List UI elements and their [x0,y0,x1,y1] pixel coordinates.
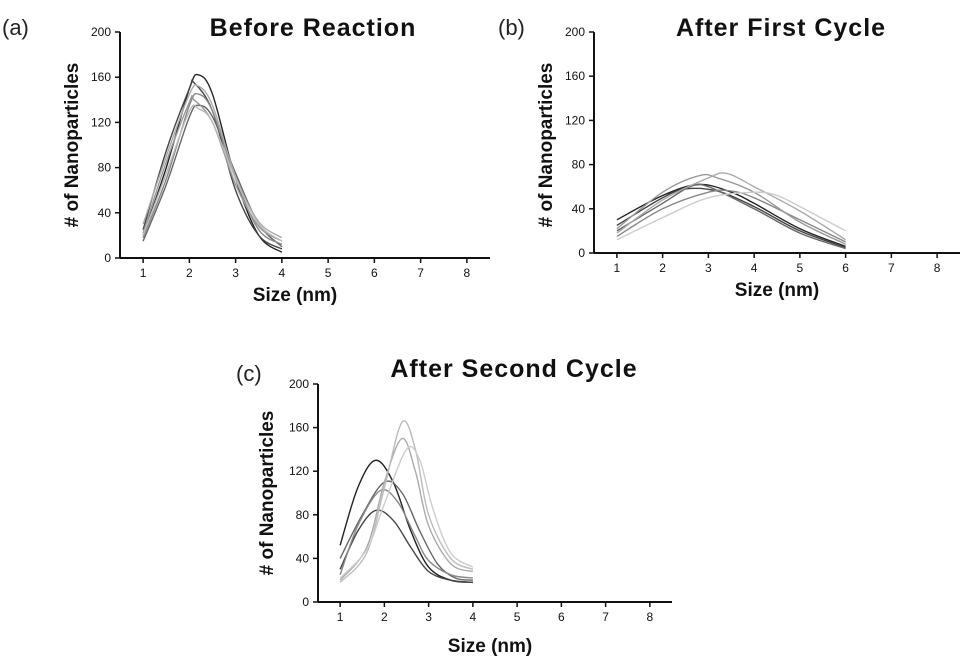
panel-b-plot: 0 40 80 120 160 200 1 2 3 4 5 6 7 8 [565,25,960,275]
panel-a-x-tick-label: 5 [325,266,332,280]
panel-c-y-tick-label: 40 [296,551,310,565]
panel-a-series-line-6 [142,84,283,239]
panel-a-x-tick-label: 4 [279,266,286,280]
panel-a-letter: (a) [2,15,29,40]
panel-c-title: After Second Cycle [390,355,637,383]
panel-b-x-tick-label: 3 [705,261,712,275]
panel-b-x-tick-label: 2 [659,261,666,275]
panel-a-plot: 0 40 80 120 160 200 1 2 3 4 5 6 7 8 [91,25,490,280]
panel-c-y-tick-label: 160 [289,421,309,435]
panel-c-plot: 0 40 80 120 160 200 1 2 3 4 5 6 7 8 [289,377,672,624]
panel-a-title: Before Reaction [210,14,417,42]
panel-b-series-line-7 [616,191,846,241]
panel-b-x-tick-label: 5 [797,261,804,275]
panel-b-series-line-5 [616,173,846,245]
panel-c-x-tick-label: 2 [381,610,388,624]
panel-b-series-line-1 [616,183,846,248]
panel-b-x-tick-label: 1 [614,261,621,275]
panel-b: (b) After First Cycle # of Nanoparticles… [498,14,960,301]
panel-a-series-line-7 [142,104,283,242]
panel-a-y-tick-label: 0 [104,251,111,265]
panel-b-y-tick-label: 200 [565,25,585,39]
panel-a-y-tick-label: 40 [98,206,112,220]
panel-a-x-tick-label: 2 [186,266,193,280]
panel-b-y-tick-label: 0 [578,246,585,260]
panel-c-y-tick-label: 80 [296,508,310,522]
panel-a-y-tick-label: 200 [91,25,111,39]
panel-c-series-line-6 [339,420,474,583]
panel-b-series-line-4 [616,189,846,243]
panel-c: (c) After Second Cycle # of Nanoparticle… [236,355,672,657]
panel-b-y-tick-label: 40 [572,202,586,216]
panel-c-x-tick-label: 6 [558,610,565,624]
panel-b-x-tick-label: 7 [888,261,895,275]
panel-b-series-line-6 [616,172,846,241]
panel-b-x-tick-label: 8 [934,261,941,275]
panel-a-y-tick-label: 80 [98,161,112,175]
panel-c-series-line-4 [339,489,473,579]
panel-c-x-tick-label: 8 [647,610,654,624]
panel-a-ylabel: # of Nanoparticles [62,63,83,228]
panel-a-series-line-5 [142,95,283,242]
panel-c-y-tick-label: 0 [302,595,309,609]
panel-c-series-line-5 [339,437,474,581]
panel-c-series-line-7 [339,445,474,579]
panel-c-ylabel: # of Nanoparticles [257,411,278,576]
panel-c-x-tick-label: 5 [514,610,521,624]
panel-c-y-tick-label: 200 [289,377,309,391]
panel-a: (a) Before Reaction # of Nanoparticles S… [2,14,490,306]
panel-b-x-tick-label: 6 [842,261,849,275]
panel-b-title: After First Cycle [676,14,886,42]
panel-a-x-tick-label: 3 [232,266,239,280]
panel-b-xlabel: Size (nm) [735,280,819,301]
panel-b-letter: (b) [498,15,525,40]
panel-c-xlabel: Size (nm) [448,636,532,657]
panel-a-x-tick-label: 1 [140,266,147,280]
panel-a-x-tick-label: 7 [417,266,424,280]
panel-b-series-line-3 [616,183,846,250]
panel-b-ylabel: # of Nanoparticles [536,63,557,228]
panel-c-x-tick-label: 3 [425,610,432,624]
panel-c-series-line-2 [339,509,473,584]
panel-a-series-line-2 [142,79,283,250]
panel-c-x-tick-label: 1 [337,610,344,624]
panel-c-y-tick-label: 120 [289,464,309,478]
panel-a-y-tick-label: 160 [91,70,111,84]
panel-a-series-line-1 [142,73,283,253]
panel-b-y-tick-label: 120 [565,113,585,127]
panel-c-x-tick-label: 4 [470,610,477,624]
panel-c-x-tick-label: 7 [602,610,609,624]
panel-c-series-line-3 [339,480,473,581]
panel-a-x-tick-label: 6 [371,266,378,280]
panel-c-letter: (c) [236,361,262,386]
panel-b-y-tick-label: 160 [565,69,585,83]
panel-a-xlabel: Size (nm) [253,285,337,306]
panel-b-y-tick-label: 80 [572,158,586,172]
panel-a-x-tick-label: 8 [464,266,471,280]
panel-b-x-tick-label: 4 [751,261,758,275]
panel-a-y-tick-label: 120 [91,115,111,129]
panel-a-series-line-4 [142,92,283,246]
